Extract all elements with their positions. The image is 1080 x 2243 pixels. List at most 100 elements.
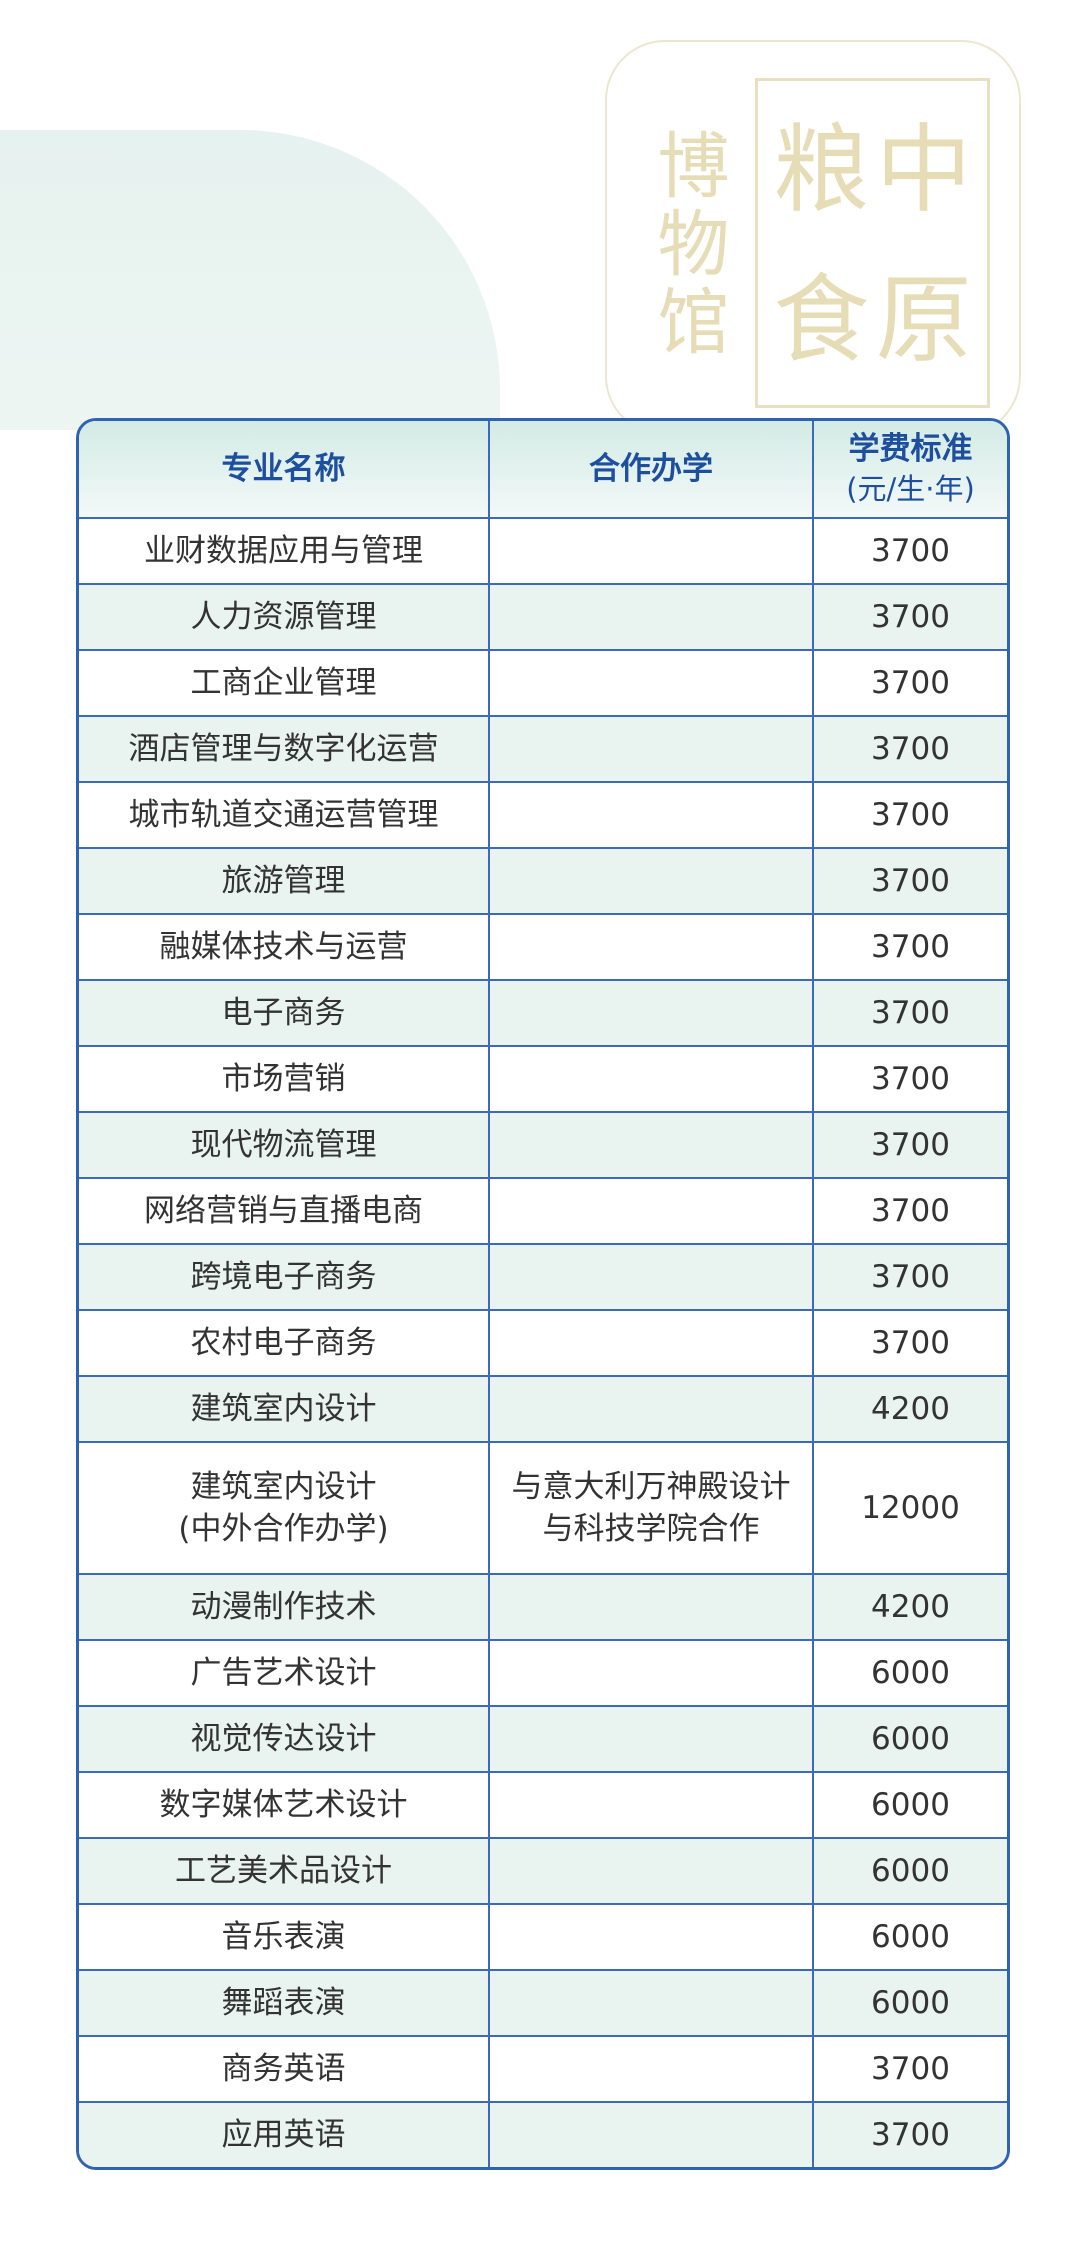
fee-cell: 6000	[814, 1905, 1007, 1971]
fee-cell: 6000	[814, 1641, 1007, 1707]
major-name-cell-text: 市场营销	[221, 1061, 346, 1097]
table-row: 网络营销与直播电商 3700	[79, 1179, 1007, 1245]
major-name-cell-text: 网络营销与直播电商	[144, 1193, 423, 1229]
major-name-cell-text: 农村电子商务	[190, 1325, 377, 1361]
fee-cell-text: 3700	[871, 731, 950, 767]
fee-cell-text: 3700	[871, 797, 950, 833]
major-name-cell-text: 应用英语	[221, 2117, 346, 2153]
major-name-cell-text: 酒店管理与数字化运营	[128, 731, 439, 767]
fee-cell: 3700	[814, 717, 1007, 783]
table-row: 音乐表演 6000	[79, 1905, 1007, 1971]
major-name-cell-text: 商务英语	[221, 2051, 346, 2087]
major-name-cell-text: 工商企业管理	[190, 665, 377, 701]
partner-cell	[490, 2037, 814, 2103]
partner-cell	[490, 1245, 814, 1311]
table-row: 城市轨道交通运营管理 3700	[79, 783, 1007, 849]
partner-cell-text: 与科技学院合作	[542, 1511, 760, 1547]
fee-cell-text: 3700	[871, 1259, 950, 1295]
major-name-cell: 建筑室内设计 (中外合作办学)	[79, 1443, 490, 1575]
major-name-cell: 舞蹈表演	[79, 1971, 490, 2037]
fee-cell-text: 6000	[871, 1919, 950, 1955]
partner-cell-text: 与意大利万神殿设计	[511, 1469, 791, 1505]
partner-cell	[490, 717, 814, 783]
partner-cell	[490, 915, 814, 981]
fee-cell-text: 6000	[871, 1787, 950, 1823]
tuition-table: 专业名称 合作办学 学费标准 (元/生·年) 业财数据应用与管理 3700 人力资源…	[76, 418, 1010, 2170]
table-row: 现代物流管理 3700	[79, 1113, 1007, 1179]
table-row: 应用英语 3700	[79, 2103, 1007, 2167]
fee-cell: 3700	[814, 2037, 1007, 2103]
table-row: 广告艺术设计 6000	[79, 1641, 1007, 1707]
fee-cell: 3700	[814, 2103, 1007, 2167]
fee-cell: 3700	[814, 783, 1007, 849]
museum-seal-logo: 中 粮 原 食 博物馆	[605, 40, 1021, 436]
seal-char: 食	[773, 264, 870, 376]
partner-cell	[490, 1641, 814, 1707]
table-row: 数字媒体艺术设计 6000	[79, 1773, 1007, 1839]
fee-cell: 3700	[814, 1179, 1007, 1245]
major-name-cell: 应用英语	[79, 2103, 490, 2167]
fee-cell-text: 3700	[871, 863, 950, 899]
major-name-cell: 旅游管理	[79, 849, 490, 915]
fee-cell-text: 4200	[871, 1589, 950, 1625]
partner-cell	[490, 1311, 814, 1377]
fee-cell: 3700	[814, 1245, 1007, 1311]
partner-cell	[490, 1575, 814, 1641]
major-name-cell: 动漫制作技术	[79, 1575, 490, 1641]
header-major-name: 专业名称	[79, 421, 490, 519]
partner-cell	[490, 981, 814, 1047]
table-row: 舞蹈表演 6000	[79, 1971, 1007, 2037]
fee-cell: 6000	[814, 1773, 1007, 1839]
table-header-row: 专业名称 合作办学 学费标准 (元/生·年)	[79, 421, 1007, 519]
partner-cell	[490, 651, 814, 717]
partner-cell	[490, 1377, 814, 1443]
table-row: 建筑室内设计 4200	[79, 1377, 1007, 1443]
major-name-cell-text: 工艺美术品设计	[175, 1853, 392, 1889]
partner-cell	[490, 1047, 814, 1113]
seal-char: 粮	[773, 114, 870, 226]
table-row: 市场营销 3700	[79, 1047, 1007, 1113]
major-name-cell: 电子商务	[79, 981, 490, 1047]
header-fee-label: 学费标准	[848, 431, 973, 467]
fee-cell-text: 6000	[871, 1985, 950, 2021]
table-row: 商务英语 3700	[79, 2037, 1007, 2103]
partner-cell	[490, 519, 814, 585]
table-row: 电子商务 3700	[79, 981, 1007, 1047]
major-name-cell: 音乐表演	[79, 1905, 490, 1971]
header-fee-unit: (元/生·年)	[846, 472, 975, 506]
partner-cell	[490, 849, 814, 915]
fee-cell: 3700	[814, 1047, 1007, 1113]
table-row: 建筑室内设计 (中外合作办学) 与意大利万神殿设计 与科技学院合作 12000	[79, 1443, 1007, 1575]
fee-cell-text: 4200	[871, 1391, 950, 1427]
major-name-cell-text: 城市轨道交通运营管理	[128, 797, 439, 833]
fee-cell-text: 3700	[871, 1325, 950, 1361]
fee-cell: 6000	[814, 1839, 1007, 1905]
major-name-cell-text: 业财数据应用与管理	[144, 533, 423, 569]
major-name-cell-text: 广告艺术设计	[190, 1655, 377, 1691]
table-row: 跨境电子商务 3700	[79, 1245, 1007, 1311]
fee-cell: 3700	[814, 981, 1007, 1047]
major-name-cell: 跨境电子商务	[79, 1245, 490, 1311]
fee-cell: 4200	[814, 1575, 1007, 1641]
partner-cell	[490, 1905, 814, 1971]
header-partner: 合作办学	[490, 421, 814, 519]
table-row: 业财数据应用与管理 3700	[79, 519, 1007, 585]
fee-cell-text: 6000	[871, 1721, 950, 1757]
fee-cell: 4200	[814, 1377, 1007, 1443]
fee-cell-text: 3700	[871, 995, 950, 1031]
fee-cell-text: 3700	[871, 929, 950, 965]
major-name-cell-text: 舞蹈表演	[221, 1985, 346, 2021]
fee-cell-text: 3700	[871, 1127, 950, 1163]
partner-cell	[490, 1773, 814, 1839]
fee-cell: 6000	[814, 1971, 1007, 2037]
major-name-cell-text: 建筑室内设计	[190, 1469, 377, 1505]
seal-inner-frame	[755, 78, 990, 408]
major-name-cell: 人力资源管理	[79, 585, 490, 651]
fee-cell-text: 6000	[871, 1655, 950, 1691]
table-row: 动漫制作技术 4200	[79, 1575, 1007, 1641]
fee-cell-text: 3700	[871, 2051, 950, 2087]
header-fee: 学费标准 (元/生·年)	[814, 421, 1007, 519]
fee-cell-text: 12000	[861, 1490, 960, 1526]
table-row: 人力资源管理 3700	[79, 585, 1007, 651]
partner-cell	[490, 1707, 814, 1773]
